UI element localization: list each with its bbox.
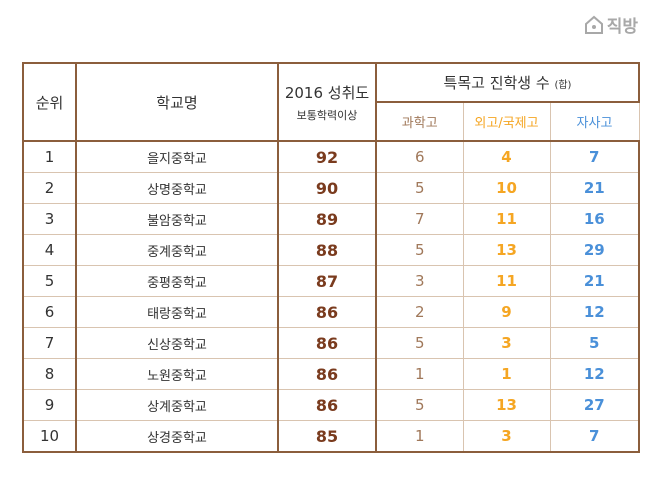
header-foreign: 외고/국제고 <box>462 101 551 142</box>
school-cell: 노원중학교 <box>75 358 279 390</box>
science-cell: 7 <box>375 203 464 235</box>
private-cell: 16 <box>549 203 640 235</box>
private-cell: 7 <box>549 420 640 453</box>
science-cell: 5 <box>375 327 464 359</box>
rank-cell: 5 <box>22 265 77 297</box>
rank-cell: 10 <box>22 420 77 453</box>
table-header: 순위 학교명 2016 성취도 보통학력이상 특목고 진학생 수 (합) 과학고 … <box>22 62 640 142</box>
table-row: 10 상경중학교 85 1 3 7 <box>22 420 640 453</box>
school-cell: 상명중학교 <box>75 172 279 204</box>
school-cell: 상경중학교 <box>75 420 279 453</box>
private-cell: 27 <box>549 389 640 421</box>
science-cell: 5 <box>375 389 464 421</box>
header-group: 특목고 진학생 수 (합) <box>375 62 640 103</box>
foreign-cell: 4 <box>462 140 551 173</box>
score-cell: 92 <box>277 140 377 173</box>
score-cell: 86 <box>277 296 377 328</box>
science-cell: 2 <box>375 296 464 328</box>
score-cell: 86 <box>277 358 377 390</box>
foreign-cell: 13 <box>462 234 551 266</box>
logo-icon <box>584 15 603 34</box>
score-cell: 86 <box>277 389 377 421</box>
school-cell: 불암중학교 <box>75 203 279 235</box>
header-rank: 순위 <box>22 62 77 142</box>
foreign-cell: 9 <box>462 296 551 328</box>
table-row: 5 중평중학교 87 3 11 21 <box>22 265 640 297</box>
science-cell: 1 <box>375 420 464 453</box>
header-private: 자사고 <box>549 101 640 142</box>
score-cell: 88 <box>277 234 377 266</box>
foreign-cell: 11 <box>462 203 551 235</box>
school-cell: 을지중학교 <box>75 140 279 173</box>
foreign-cell: 1 <box>462 358 551 390</box>
foreign-cell: 3 <box>462 327 551 359</box>
table-row: 6 태랑중학교 86 2 9 12 <box>22 296 640 328</box>
header-score-sub: 보통학력이상 <box>296 108 358 122</box>
school-cell: 중평중학교 <box>75 265 279 297</box>
header-school: 학교명 <box>75 62 279 142</box>
score-cell: 90 <box>277 172 377 204</box>
private-cell: 5 <box>549 327 640 359</box>
logo-text: 직방 <box>606 17 638 37</box>
science-cell: 5 <box>375 234 464 266</box>
table-row: 1 을지중학교 92 6 4 7 <box>22 140 640 173</box>
header-group-unit: (합) <box>554 80 572 91</box>
private-cell: 29 <box>549 234 640 266</box>
table-row: 7 신상중학교 86 5 3 5 <box>22 327 640 359</box>
header-group-title: 특목고 진학생 수 <box>443 74 550 92</box>
table-row: 8 노원중학교 86 1 1 12 <box>22 358 640 390</box>
rank-cell: 2 <box>22 172 77 204</box>
school-cell: 태랑중학교 <box>75 296 279 328</box>
ranking-table: 순위 학교명 2016 성취도 보통학력이상 특목고 진학생 수 (합) 과학고 … <box>22 62 640 453</box>
rank-cell: 7 <box>22 327 77 359</box>
foreign-cell: 11 <box>462 265 551 297</box>
private-cell: 21 <box>549 172 640 204</box>
table-row: 4 중계중학교 88 5 13 29 <box>22 234 640 266</box>
rank-cell: 1 <box>22 140 77 173</box>
rank-cell: 8 <box>22 358 77 390</box>
private-cell: 21 <box>549 265 640 297</box>
rank-cell: 6 <box>22 296 77 328</box>
score-cell: 85 <box>277 420 377 453</box>
rank-cell: 4 <box>22 234 77 266</box>
science-cell: 5 <box>375 172 464 204</box>
private-cell: 7 <box>549 140 640 173</box>
school-cell: 중계중학교 <box>75 234 279 266</box>
score-cell: 89 <box>277 203 377 235</box>
table-row: 3 불암중학교 89 7 11 16 <box>22 203 640 235</box>
science-cell: 6 <box>375 140 464 173</box>
rank-cell: 9 <box>22 389 77 421</box>
science-cell: 1 <box>375 358 464 390</box>
school-cell: 신상중학교 <box>75 327 279 359</box>
private-cell: 12 <box>549 296 640 328</box>
rank-cell: 3 <box>22 203 77 235</box>
foreign-cell: 10 <box>462 172 551 204</box>
private-cell: 12 <box>549 358 640 390</box>
header-science: 과학고 <box>375 101 464 142</box>
table-row: 9 상계중학교 86 5 13 27 <box>22 389 640 421</box>
table-row: 2 상명중학교 90 5 10 21 <box>22 172 640 204</box>
table-body: 1 을지중학교 92 6 4 7 2 상명중학교 90 5 10 21 3 불암중학교 89 7 11 16 4 중계… <box>22 140 640 453</box>
score-cell: 86 <box>277 327 377 359</box>
science-cell: 3 <box>375 265 464 297</box>
logo: 직방 <box>584 12 638 37</box>
school-cell: 상계중학교 <box>75 389 279 421</box>
score-cell: 87 <box>277 265 377 297</box>
foreign-cell: 13 <box>462 389 551 421</box>
header-score-title: 2016 성취도 <box>284 83 370 102</box>
foreign-cell: 3 <box>462 420 551 453</box>
